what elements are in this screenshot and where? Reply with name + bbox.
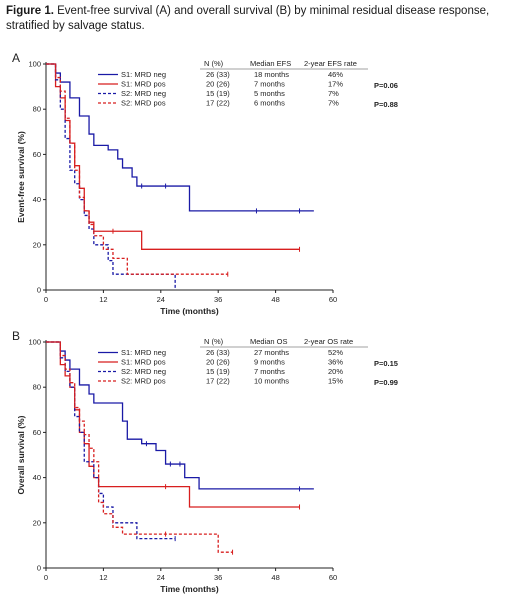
legend-median: 18 months bbox=[254, 70, 289, 79]
x-tick-label: 48 bbox=[271, 573, 279, 582]
legend-rate: 20% bbox=[328, 367, 343, 376]
caption-text: Event-free survival (A) and overall surv… bbox=[6, 5, 490, 32]
km-chart-os: B 0 20 40 60 80 100 0 12 24 36 48 60 Time (months) Ove… bbox=[12, 329, 398, 594]
x-tick-label: 24 bbox=[157, 573, 165, 582]
x-tick-label: 12 bbox=[99, 573, 107, 582]
x-tick-label: 0 bbox=[44, 295, 48, 304]
legend-median: 5 months bbox=[254, 89, 285, 98]
y-tick-label: 0 bbox=[37, 564, 41, 573]
x-axis-title: Time (months) bbox=[160, 584, 219, 594]
legend-n: 15 (19) bbox=[206, 367, 230, 376]
y-tick-label: 80 bbox=[33, 105, 41, 114]
legend-header: Median EFS bbox=[250, 59, 291, 68]
legend-median: 27 months bbox=[254, 348, 289, 357]
x-axis-title: Time (months) bbox=[160, 306, 219, 316]
legend-median: 9 months bbox=[254, 358, 285, 367]
legend-n: 17 (22) bbox=[206, 99, 230, 108]
y-tick-label: 40 bbox=[33, 473, 41, 482]
x-tick-label: 36 bbox=[214, 573, 222, 582]
y-tick-label: 100 bbox=[28, 60, 41, 69]
figure-caption: Figure 1. Event-free survival (A) and ov… bbox=[6, 4, 511, 34]
legend-n: 26 (33) bbox=[206, 70, 230, 79]
y-tick-label: 20 bbox=[33, 518, 41, 527]
legend-n: 20 (26) bbox=[206, 80, 230, 89]
legend-rate: 52% bbox=[328, 348, 343, 357]
p-value: P=0.15 bbox=[374, 359, 398, 368]
x-tick-label: 48 bbox=[271, 295, 279, 304]
caption-label: Figure 1. bbox=[6, 5, 54, 17]
legend-header: Median OS bbox=[250, 337, 288, 346]
legend-median: 7 months bbox=[254, 80, 285, 89]
y-tick-label: 60 bbox=[33, 428, 41, 437]
legend-n: 20 (26) bbox=[206, 358, 230, 367]
y-axis-title: Event-free survival (%) bbox=[16, 131, 26, 223]
p-value: P=0.06 bbox=[374, 81, 398, 90]
legend-series-name: S2: MRD neg bbox=[121, 89, 166, 98]
legend-header: N (%) bbox=[204, 59, 224, 68]
legend-rate: 17% bbox=[328, 80, 343, 89]
legend-rate: 7% bbox=[328, 89, 339, 98]
legend-header: N (%) bbox=[204, 337, 224, 346]
legend-n: 15 (19) bbox=[206, 89, 230, 98]
x-tick-label: 60 bbox=[329, 573, 337, 582]
p-value: P=0.99 bbox=[374, 378, 398, 387]
legend-rate: 36% bbox=[328, 358, 343, 367]
panel-label: B bbox=[12, 329, 20, 343]
legend-series-name: S2: MRD pos bbox=[121, 99, 166, 108]
legend-n: 17 (22) bbox=[206, 377, 230, 386]
p-value: P=0.88 bbox=[374, 100, 398, 109]
panel-label: A bbox=[12, 51, 20, 65]
y-tick-label: 0 bbox=[37, 286, 41, 295]
legend-median: 6 months bbox=[254, 99, 285, 108]
x-tick-label: 60 bbox=[329, 295, 337, 304]
y-axis-title: Overall survival (%) bbox=[16, 415, 26, 494]
x-tick-label: 36 bbox=[214, 295, 222, 304]
legend-n: 26 (33) bbox=[206, 348, 230, 357]
legend-series-name: S1: MRD pos bbox=[121, 358, 166, 367]
legend-series-name: S2: MRD neg bbox=[121, 367, 166, 376]
legend-median: 7 months bbox=[254, 367, 285, 376]
legend-rate: 15% bbox=[328, 377, 343, 386]
y-tick-label: 40 bbox=[33, 195, 41, 204]
x-tick-label: 0 bbox=[44, 573, 48, 582]
legend-median: 10 months bbox=[254, 377, 289, 386]
km-curve bbox=[46, 63, 314, 212]
legend-series-name: S1: MRD pos bbox=[121, 80, 166, 89]
y-tick-label: 60 bbox=[33, 150, 41, 159]
legend-header: 2-year OS rate bbox=[304, 337, 353, 346]
y-tick-label: 100 bbox=[28, 338, 41, 347]
y-tick-label: 80 bbox=[33, 383, 41, 392]
km-chart-efs: A 0 20 40 60 80 100 0 12 24 36 48 60 Time (months) Eve… bbox=[12, 51, 398, 316]
km-curve bbox=[46, 341, 314, 490]
km-curve bbox=[46, 341, 233, 553]
x-tick-label: 24 bbox=[157, 295, 165, 304]
legend-series-name: S1: MRD neg bbox=[121, 70, 166, 79]
x-tick-label: 12 bbox=[99, 295, 107, 304]
legend-rate: 7% bbox=[328, 99, 339, 108]
km-curve bbox=[46, 63, 228, 275]
legend-rate: 46% bbox=[328, 70, 343, 79]
y-tick-label: 20 bbox=[33, 240, 41, 249]
legend-header: 2-year EFS rate bbox=[304, 59, 357, 68]
legend-series-name: S2: MRD pos bbox=[121, 377, 166, 386]
legend-series-name: S1: MRD neg bbox=[121, 348, 166, 357]
